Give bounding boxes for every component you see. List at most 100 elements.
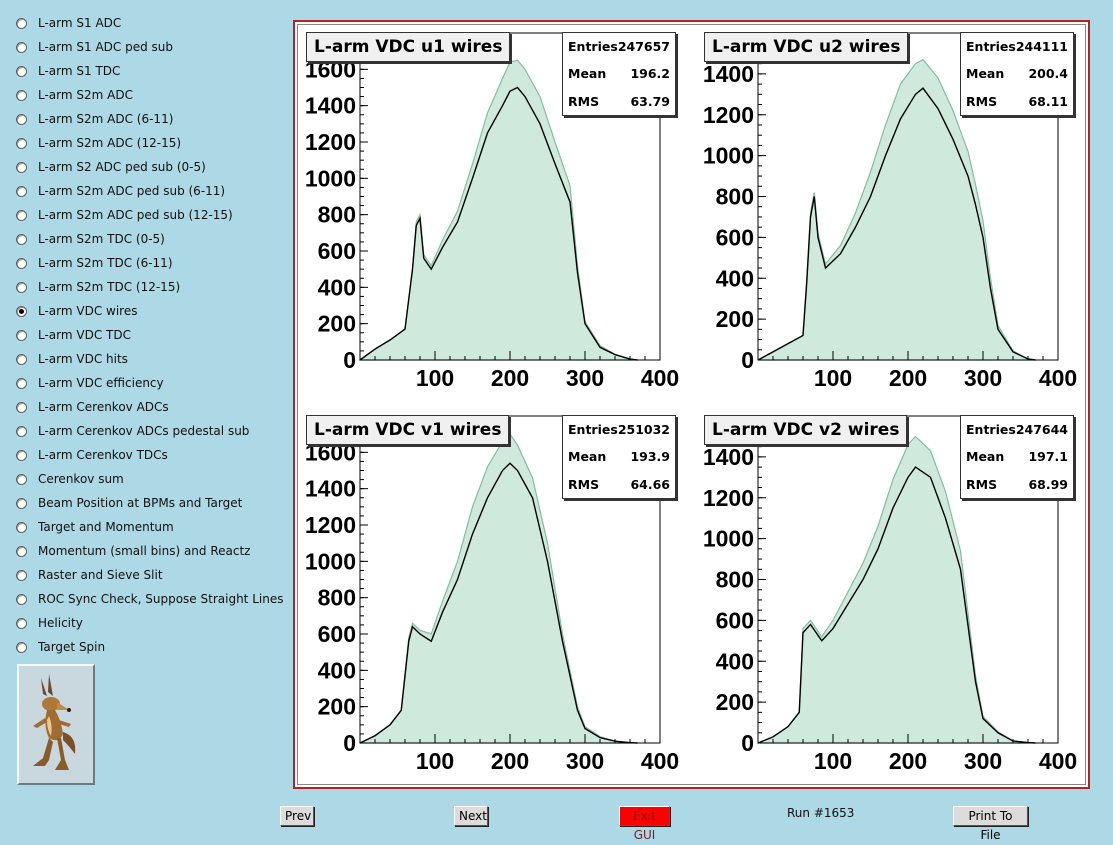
radio-button[interactable] [16,497,27,509]
menu-item-label: L-arm VDC hits [38,352,128,366]
menu-item[interactable]: L-arm S2m ADC [16,85,133,105]
radio-button[interactable] [16,593,27,605]
radio-button[interactable] [16,209,27,221]
stats-label: Mean [966,66,1005,82]
x-tick-label: 400 [1039,748,1077,774]
x-tick-label: 300 [566,748,604,774]
menu-item[interactable]: L-arm Cerenkov ADCs [16,397,169,417]
y-tick-label: 0 [343,730,356,756]
radio-button[interactable] [16,329,27,341]
menu-item[interactable]: ROC Sync Check, Suppose Straight Lines [16,589,283,609]
y-tick-label: 800 [716,567,754,593]
histogram-pad[interactable]: 0 200 400 600 800 1000 1200 1400 1600 100 200 300 40… [296,406,687,778]
stats-label: RMS [966,93,998,109]
radio-button[interactable] [16,377,27,389]
menu-item[interactable]: L-arm Cerenkov ADCs pedestal sub [16,421,249,441]
y-tick-label: 1400 [703,61,754,87]
menu-item-label: Helicity [38,616,83,630]
menu-item[interactable]: Beam Position at BPMs and Target [16,493,242,513]
radio-button[interactable] [16,89,27,101]
menu-item[interactable]: Target Spin [16,637,105,657]
histogram-pad[interactable]: 0 200 400 600 800 1000 1200 1400 1600 100 200 300 40… [296,23,687,395]
x-tick-label: 300 [964,748,1002,774]
stats-label: RMS [568,93,600,109]
radio-button[interactable] [16,65,27,77]
menu-item[interactable]: L-arm S2m ADC ped sub (6-11) [16,181,225,201]
coyote-logo-icon[interactable] [17,664,95,785]
radio-button[interactable] [16,17,27,29]
exit-gui-button[interactable]: Exit GUI [619,806,670,842]
menu-item[interactable]: L-arm S2m TDC (0-5) [16,229,165,249]
next-button[interactable]: Next [454,806,488,826]
y-tick-label: 600 [716,224,754,250]
radio-button[interactable] [16,281,27,293]
menu-item[interactable]: L-arm S2m ADC ped sub (12-15) [16,205,233,225]
radio-button[interactable] [16,401,27,413]
y-tick-label: 600 [318,621,356,647]
menu-item[interactable]: Momentum (small bins) and Reactz [16,541,250,561]
menu-item-label: L-arm S2m ADC [38,88,133,102]
stats-row-rms: RMS 68.11 [961,88,1073,115]
run-number-label: Run #1653 [787,806,855,820]
radio-button[interactable] [16,113,27,125]
stats-value: 200.4 [1028,66,1068,82]
histogram-pad[interactable]: 0 200 400 600 800 1000 1200 1400 100 200 300 400 L-a… [694,406,1085,778]
stats-label: Entries [966,422,1016,437]
radio-button[interactable] [16,41,27,53]
menu-item-label: Target Spin [38,640,106,654]
menu-item[interactable]: L-arm VDC TDC [16,325,131,345]
y-tick-label: 0 [741,347,754,373]
menu-item-label: L-arm S2m TDC (12-15) [38,280,181,294]
y-tick-label: 200 [318,694,356,720]
menu-item[interactable]: Helicity [16,613,83,633]
x-tick-label: 300 [566,365,604,391]
print-to-file-button[interactable]: Print To File [953,806,1028,842]
y-tick-label: 200 [318,311,356,337]
menu-item[interactable]: L-arm VDC hits [16,349,128,369]
menu-item[interactable]: L-arm S1 ADC ped sub [16,37,173,57]
radio-button[interactable] [16,137,27,149]
radio-button[interactable] [16,449,27,461]
radio-button[interactable] [16,641,27,653]
stats-value: 247644 [1015,422,1068,437]
menu-item[interactable]: Target and Momentum [16,517,174,537]
radio-button[interactable] [16,353,27,365]
radio-button[interactable] [16,569,27,581]
x-tick-label: 400 [641,365,679,391]
y-tick-label: 800 [716,184,754,210]
stats-row-entries: Entries 247657 [563,33,675,60]
x-tick-label: 300 [964,365,1002,391]
menu-item[interactable]: L-arm S2 ADC ped sub (0-5) [16,157,206,177]
radio-button[interactable] [16,617,27,629]
radio-button[interactable] [16,545,27,557]
menu-item[interactable]: L-arm VDC efficiency [16,373,164,393]
radio-button[interactable] [16,185,27,197]
menu-item[interactable]: Cerenkov sum [16,469,124,489]
y-tick-label: 1000 [703,143,754,169]
menu-item[interactable]: L-arm S1 TDC [16,61,120,81]
histogram-pad[interactable]: 0 200 400 600 800 1000 1200 1400 100 200 300 400 L-a… [694,23,1085,395]
menu-item[interactable]: L-arm S2m ADC (12-15) [16,133,181,153]
y-tick-label: 400 [318,274,356,300]
radio-button[interactable] [16,161,27,173]
prev-button[interactable]: Prev [280,806,314,826]
menu-item[interactable]: L-arm S2m TDC (6-11) [16,253,173,273]
x-tick-label: 100 [814,748,852,774]
menu-item[interactable]: L-arm Cerenkov TDCs [16,445,168,465]
menu-item[interactable]: L-arm S1 ADC [16,13,121,33]
radio-button[interactable] [16,305,27,317]
stats-value: 68.11 [1028,93,1068,109]
menu-item[interactable]: L-arm S2m TDC (12-15) [16,277,180,297]
menu-item[interactable]: Raster and Sieve Slit [16,565,163,585]
menu-item-label: L-arm VDC wires [38,304,138,318]
radio-button[interactable] [16,473,27,485]
y-tick-label: 800 [318,585,356,611]
menu-item[interactable]: L-arm VDC wires [16,301,137,321]
radio-button[interactable] [16,257,27,269]
y-tick-label: 800 [318,202,356,228]
menu-item[interactable]: L-arm S2m ADC (6-11) [16,109,173,129]
radio-button[interactable] [16,425,27,437]
radio-button[interactable] [16,233,27,245]
radio-button[interactable] [16,521,27,533]
